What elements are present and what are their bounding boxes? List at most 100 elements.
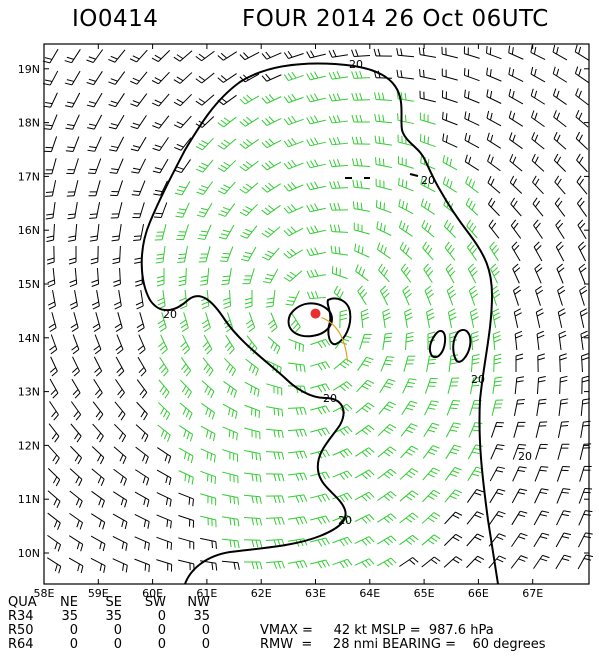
wind-barb xyxy=(310,405,330,415)
wind-barb xyxy=(45,180,57,197)
wind-barb xyxy=(511,532,528,547)
wind-barb xyxy=(328,115,349,124)
wind-barb xyxy=(67,202,78,220)
r64-nw: 0 xyxy=(201,637,210,652)
storm-id: IO0414 xyxy=(72,6,159,32)
wind-barb xyxy=(46,223,55,243)
wind-barb xyxy=(531,153,545,172)
wind-barb xyxy=(283,248,304,259)
wind-barb xyxy=(200,425,216,442)
wind-barb xyxy=(65,92,81,108)
wind-barb xyxy=(283,115,304,126)
vmax-mslp-line: VMAX = 42 kt MSLP = 987.6 hPa xyxy=(260,623,494,638)
wind-barb xyxy=(200,537,217,549)
wind-barb xyxy=(489,241,500,262)
wind-barb xyxy=(115,356,125,377)
wind-barb xyxy=(112,245,121,265)
wind-barb xyxy=(444,511,463,525)
wind-barb xyxy=(108,49,126,63)
lat-tick-label: 13N xyxy=(18,386,40,399)
wind-barb xyxy=(136,379,148,399)
wind-barb xyxy=(89,202,101,219)
wind-barb xyxy=(287,428,307,437)
wind-barb xyxy=(354,491,375,502)
wind-barb xyxy=(137,356,147,377)
wind-barb xyxy=(419,69,436,81)
wind-barb xyxy=(89,223,100,242)
wind-barb xyxy=(222,493,239,505)
wind-barb xyxy=(490,444,505,460)
wind-barb xyxy=(376,535,397,546)
wind-barb xyxy=(70,401,82,421)
wind-barb xyxy=(290,312,301,333)
wind-barb xyxy=(376,242,391,259)
contour-label: 20 xyxy=(349,58,363,71)
wind-barb xyxy=(133,224,145,241)
wind-barb xyxy=(380,356,395,372)
wind-barb xyxy=(86,92,103,108)
wind-barb xyxy=(47,534,62,552)
wind-barb xyxy=(329,202,349,211)
wind-barb xyxy=(511,510,528,526)
wind-barb xyxy=(261,51,282,60)
wind-barb xyxy=(558,398,569,417)
wind-barb xyxy=(491,308,501,328)
wind-barb xyxy=(377,491,397,502)
wind-barb xyxy=(470,331,480,351)
wind-barb xyxy=(306,115,326,125)
wind-barb xyxy=(64,70,81,86)
wind-barb xyxy=(91,468,105,486)
wind-barb xyxy=(49,378,59,399)
r64-se: 0 xyxy=(113,637,122,652)
storm-title: FOUR 2014 26 Oct 06UTC xyxy=(242,6,549,32)
wind-barb xyxy=(426,308,435,328)
wind-barb xyxy=(420,198,435,215)
wind-barb xyxy=(243,539,263,548)
storm-center-marker xyxy=(310,308,321,319)
wind-barb xyxy=(447,377,460,394)
wind-barb xyxy=(441,90,458,103)
r34-label: R34 xyxy=(8,609,34,624)
wind-barb xyxy=(110,202,123,219)
wind-barb xyxy=(351,158,371,167)
wind-barb xyxy=(403,355,416,372)
wind-barb xyxy=(113,267,121,287)
wind-barb xyxy=(421,534,441,546)
wind-barbs xyxy=(42,44,594,574)
r50-row: R50 0 0 0 0 VMAX = 42 kt MSLP = 987.6 hP… xyxy=(8,624,546,638)
sw-header: SW xyxy=(144,595,166,610)
wind-barb xyxy=(421,512,441,524)
wind-barb xyxy=(224,334,235,355)
wind-barb xyxy=(400,445,419,459)
wind-barb xyxy=(178,559,195,572)
lat-tick-label: 17N xyxy=(18,170,40,183)
wind-barb xyxy=(509,175,523,194)
wind-barb xyxy=(487,197,500,217)
wind-barb xyxy=(444,489,462,503)
wind-barb xyxy=(43,114,58,130)
wind-barb xyxy=(222,403,238,419)
wind-barb xyxy=(576,197,588,217)
wind-barb xyxy=(533,532,550,548)
wind-barb xyxy=(400,263,412,283)
wind-barb xyxy=(283,137,304,148)
wind-barb xyxy=(135,424,149,443)
wind-barb xyxy=(329,224,349,233)
wind-barb xyxy=(399,512,419,524)
islet-1 xyxy=(428,330,447,358)
wind-barb xyxy=(87,114,103,130)
wind-barb xyxy=(442,133,458,148)
r34-nw: 35 xyxy=(193,609,210,624)
wind-barb xyxy=(265,473,285,482)
wind-barb xyxy=(90,535,106,552)
wind-barb xyxy=(492,376,503,394)
wind-barb xyxy=(446,285,457,306)
wind-barb xyxy=(396,48,415,58)
wind-barb xyxy=(195,72,215,84)
wind-barb xyxy=(421,556,441,568)
r64-row: R64 0 0 0 0 RMW = 28 nmi BEARING = 60 de… xyxy=(8,638,546,652)
wind-barb xyxy=(69,290,78,310)
wind-barb xyxy=(577,241,587,262)
wind-barb xyxy=(136,401,148,421)
wind-barb xyxy=(422,489,441,503)
